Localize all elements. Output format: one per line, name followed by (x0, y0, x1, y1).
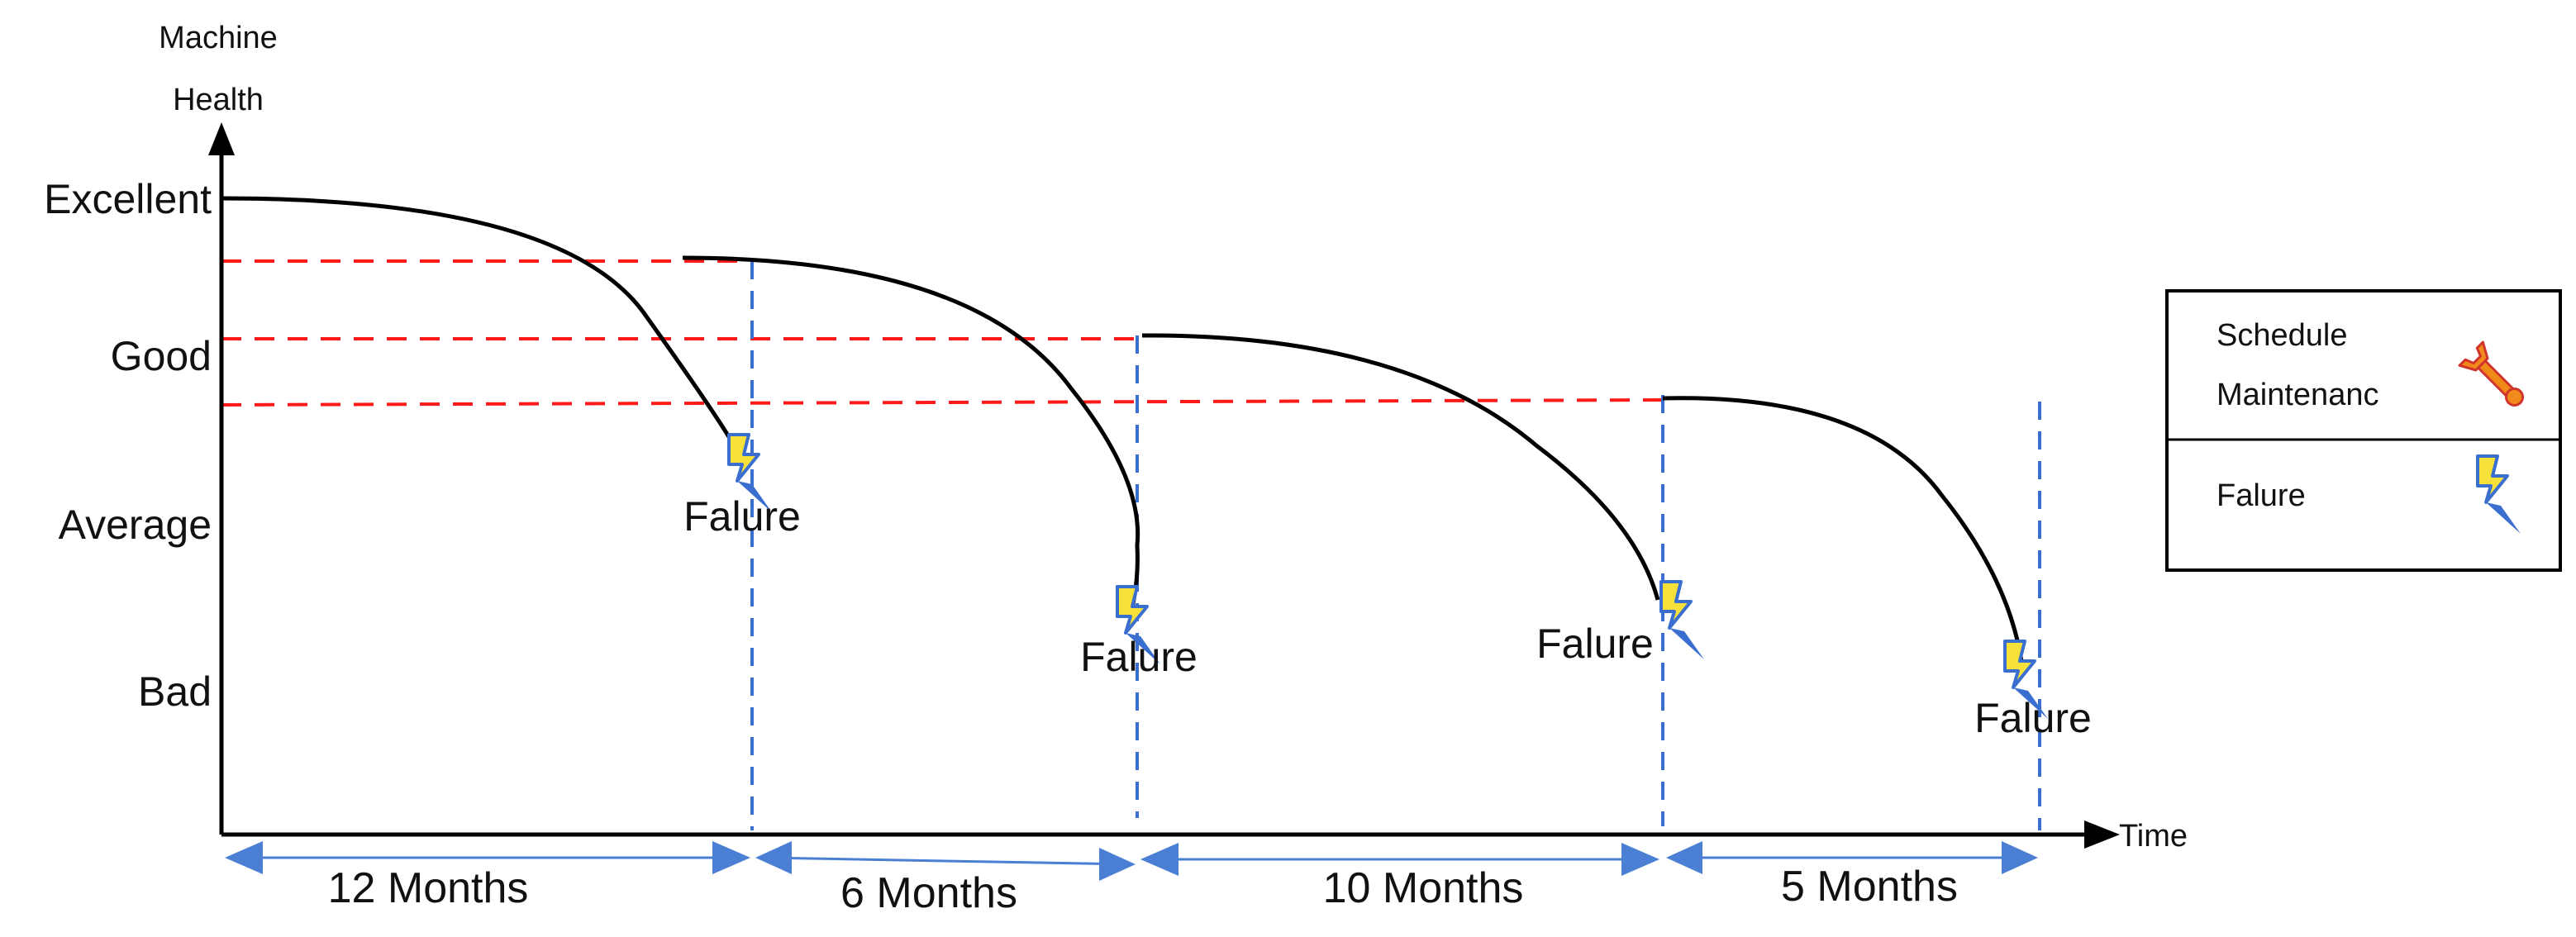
failure-label-1: Falure (683, 493, 801, 540)
threshold-line-3 (221, 398, 1670, 407)
wrench-icon (2458, 340, 2525, 407)
arrowhead-left-icon (225, 841, 263, 874)
y-label-excellent: Excellent (44, 176, 212, 222)
arrowhead-left-icon (1666, 841, 1702, 874)
y-label-bad: Bad (138, 668, 212, 715)
failure-label-2: Falure (1080, 634, 1198, 680)
arrowhead-right-icon (1621, 843, 1659, 876)
threshold-lines (221, 259, 1670, 407)
legend-failure-label: Falure (2217, 478, 2306, 513)
failure-label-3: Falure (1536, 621, 1654, 667)
lightning-bolt-icon (1659, 580, 1706, 661)
health-curve-2 (682, 255, 1140, 608)
axes (219, 153, 2087, 837)
duration-label-1: 12 Months (328, 864, 529, 912)
failure-label-4: Falure (1974, 695, 2092, 741)
y-axis-title-line1: Machine (159, 21, 278, 55)
arrowhead-right-icon (1099, 848, 1136, 881)
duration-arrow-2 (763, 856, 1130, 866)
y-label-good: Good (111, 333, 212, 379)
arrowheads (225, 841, 2038, 881)
health-curve-3 (1141, 333, 1660, 601)
duration-label-4: 5 Months (1781, 863, 1958, 911)
x-axis-arrow-icon (2084, 820, 2120, 849)
failure-bolts (727, 433, 2050, 721)
y-label-average: Average (59, 502, 212, 548)
arrowhead-left-icon (1140, 843, 1178, 876)
duration-label-3: 10 Months (1323, 864, 1524, 912)
arrowhead-right-icon (2002, 841, 2038, 874)
y-axis-arrow-icon (208, 122, 235, 155)
duration-arrows (231, 856, 2031, 866)
y-axis-title-line2: Health (173, 83, 264, 117)
health-curve-1 (221, 196, 741, 456)
health-curves (221, 196, 2024, 662)
legend: Schedule Maintenanc Falure (2165, 289, 2562, 572)
legend-maintenance-line2: Maintenanc (2217, 378, 2378, 412)
x-axis-title: Time (2119, 819, 2188, 854)
duration-label-2: 6 Months (840, 869, 1017, 917)
arrowhead-right-icon (712, 841, 750, 874)
legend-maintenance-line1: Schedule (2217, 318, 2347, 353)
cycle-dividers (750, 261, 2041, 830)
legend-box (2165, 289, 2562, 572)
health-curve-4 (1662, 396, 2024, 662)
arrowhead-left-icon (755, 841, 792, 874)
